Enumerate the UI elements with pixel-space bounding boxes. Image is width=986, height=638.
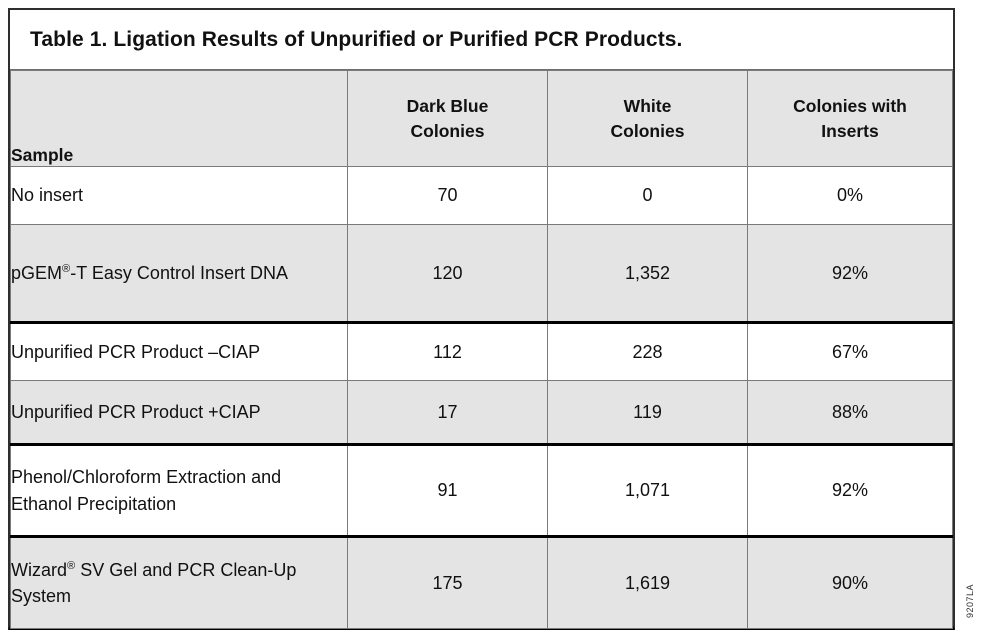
sample-cell: Wizard® SV Gel and PCR Clean-Up System xyxy=(10,535,348,629)
header-line: Colonies xyxy=(410,120,485,141)
column-header-white-colonies: White Colonies xyxy=(547,70,748,167)
column-header-colonies-with-inserts: Colonies with Inserts xyxy=(747,70,953,167)
header-line: White xyxy=(623,96,672,116)
dark-blue-colonies-cell: 120 xyxy=(347,224,548,323)
colonies-with-inserts-cell: 88% xyxy=(747,380,953,445)
white-colonies-cell: 0 xyxy=(547,166,748,225)
header-line: Dark Blue xyxy=(406,96,489,116)
dark-blue-colonies-cell: 112 xyxy=(347,321,548,381)
dark-blue-colonies-cell: 70 xyxy=(347,166,548,225)
colonies-with-inserts-cell: 0% xyxy=(747,166,953,225)
table-row: No insert 70 0 0% xyxy=(10,166,953,225)
table-row: Unpurified PCR Product –CIAP 112 228 67% xyxy=(10,321,953,381)
header-line: Inserts xyxy=(821,120,879,141)
table-container: Table 1. Ligation Results of Unpurified … xyxy=(8,8,955,630)
white-colonies-cell: 1,619 xyxy=(547,535,748,629)
sample-cell: Unpurified PCR Product –CIAP xyxy=(10,321,348,381)
colonies-with-inserts-cell: 90% xyxy=(747,535,953,629)
table-title: Table 1. Ligation Results of Unpurified … xyxy=(10,10,953,70)
results-table: Sample Dark Blue Colonies White Colonies… xyxy=(10,70,953,629)
table-row: Wizard® SV Gel and PCR Clean-Up System 1… xyxy=(10,535,953,629)
table-row: pGEM®-T Easy Control Insert DNA 120 1,35… xyxy=(10,224,953,323)
dark-blue-colonies-cell: 17 xyxy=(347,380,548,445)
table-row: Phenol/Chloroform Extraction and Ethanol… xyxy=(10,443,953,537)
white-colonies-cell: 228 xyxy=(547,321,748,381)
figure-code: 9207LA xyxy=(965,583,975,619)
sample-cell: Phenol/Chloroform Extraction and Ethanol… xyxy=(10,443,348,537)
header-line: Colonies xyxy=(610,120,685,141)
table-header-row: Sample Dark Blue Colonies White Colonies… xyxy=(10,70,953,167)
colonies-with-inserts-cell: 92% xyxy=(747,224,953,323)
column-header-dark-blue-colonies: Dark Blue Colonies xyxy=(347,70,548,167)
white-colonies-cell: 1,071 xyxy=(547,443,748,537)
table-row: Unpurified PCR Product +CIAP 17 119 88% xyxy=(10,380,953,445)
header-line: Colonies with xyxy=(793,96,907,116)
sample-cell: pGEM®-T Easy Control Insert DNA xyxy=(10,224,348,323)
sample-cell: No insert xyxy=(10,166,348,225)
column-header-sample: Sample xyxy=(10,70,348,167)
sample-cell: Unpurified PCR Product +CIAP xyxy=(10,380,348,445)
dark-blue-colonies-cell: 91 xyxy=(347,443,548,537)
dark-blue-colonies-cell: 175 xyxy=(347,535,548,629)
colonies-with-inserts-cell: 67% xyxy=(747,321,953,381)
white-colonies-cell: 119 xyxy=(547,380,748,445)
colonies-with-inserts-cell: 92% xyxy=(747,443,953,537)
white-colonies-cell: 1,352 xyxy=(547,224,748,323)
